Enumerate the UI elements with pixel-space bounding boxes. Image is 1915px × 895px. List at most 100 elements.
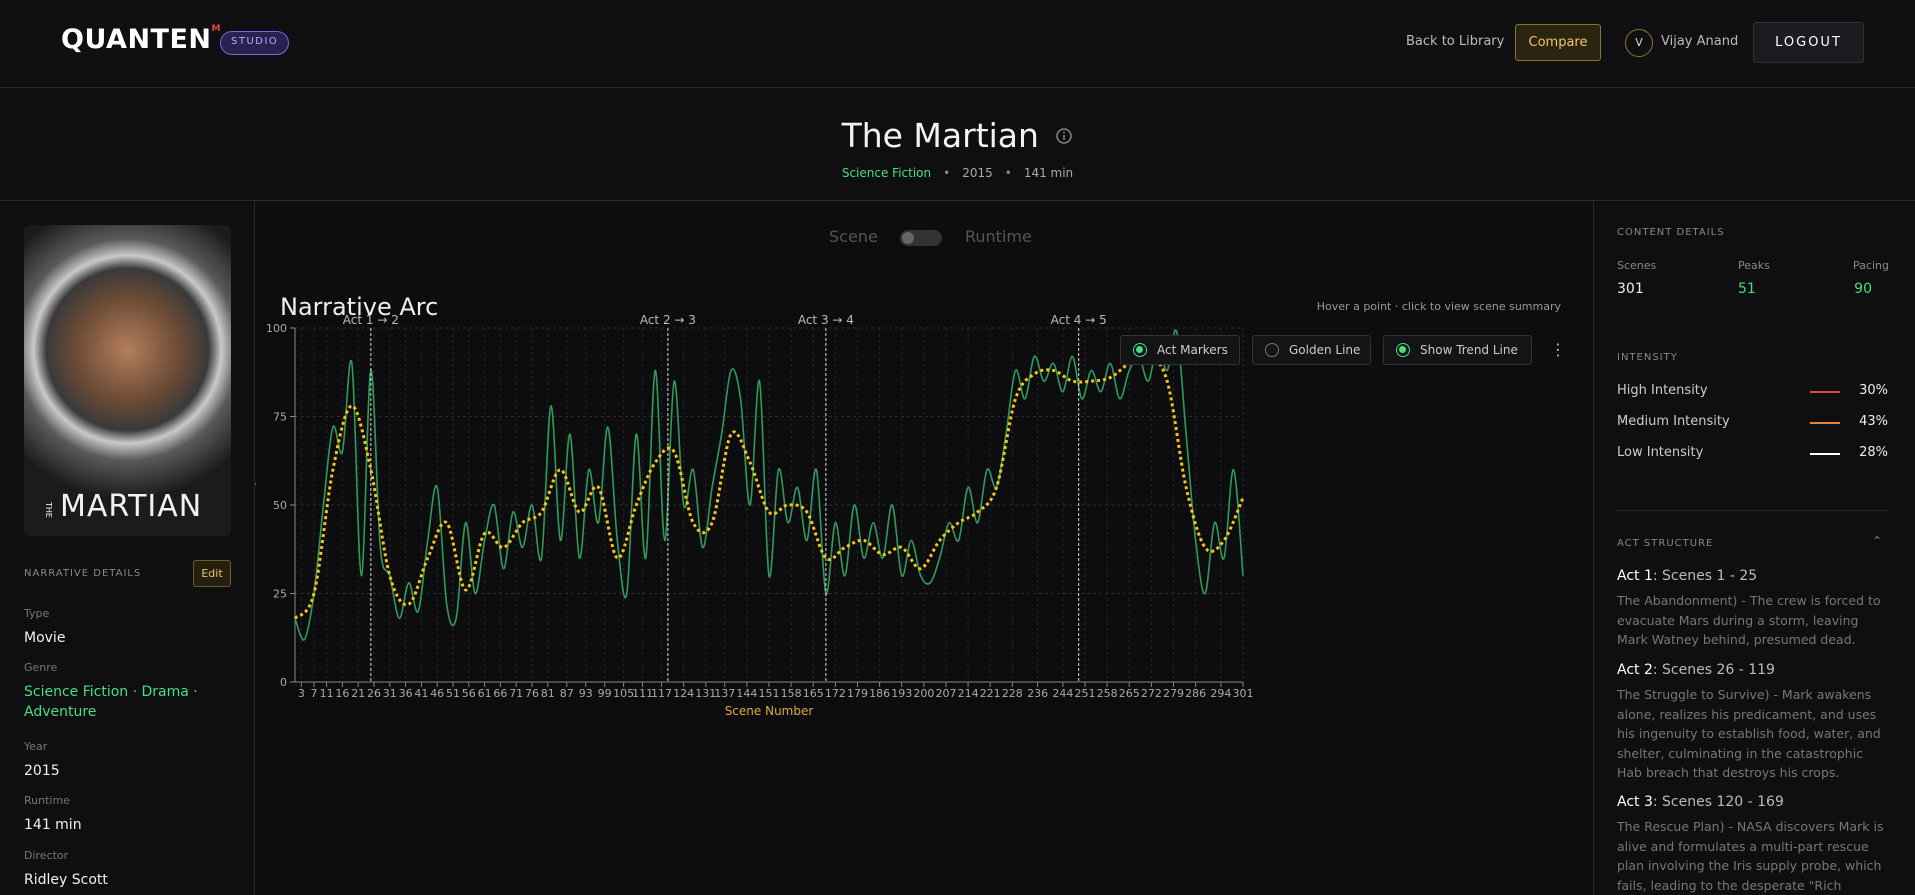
y-tick-label: 75	[273, 411, 287, 424]
title-text: The Martian	[841, 116, 1039, 155]
panel-heading: ACT STRUCTURE	[1617, 538, 1714, 549]
x-tick-label: 11	[320, 687, 334, 700]
x-tick-label: 301	[1233, 687, 1254, 700]
menu-button[interactable]: ⋮	[1550, 340, 1566, 359]
info-icon[interactable]	[1055, 127, 1073, 145]
movie-meta: Science Fiction • 2015 • 141 min	[841, 166, 1074, 180]
field-value: 141 min	[24, 817, 82, 833]
intensity-swatch	[1810, 391, 1840, 393]
act-range: : Scenes 1 - 25	[1652, 568, 1758, 584]
x-tick-label: 244	[1052, 687, 1073, 700]
act-name: Act 2: Scenes 26 - 119	[1617, 662, 1775, 678]
divider	[1617, 510, 1889, 511]
x-tick-label: 186	[869, 687, 890, 700]
avatar[interactable]: V	[1625, 29, 1653, 57]
stat-value: 90	[1854, 281, 1872, 297]
toggle-chip[interactable]: Golden Line	[1252, 335, 1371, 365]
intensity-value: 28%	[1859, 445, 1888, 460]
toggle-switch[interactable]	[900, 230, 942, 246]
intensity-swatch	[1810, 422, 1840, 424]
act-title: Act 3	[1617, 794, 1653, 810]
field-label: Runtime	[24, 794, 70, 807]
chart-hint: Hover a point · click to view scene summ…	[1316, 300, 1561, 313]
act-text: The Struggle to Survive) - Mark awakens …	[1617, 687, 1881, 780]
poster: THE MARTIAN	[24, 225, 231, 536]
x-tick-label: 272	[1141, 687, 1162, 700]
act-text: The Rescue Plan) - NASA discovers Mark i…	[1617, 819, 1884, 893]
genre: Science Fiction	[841, 166, 932, 180]
stat-label: Pacing	[1853, 259, 1889, 272]
x-tick-label: 144	[736, 687, 757, 700]
act-label: Act 2 → 3	[640, 313, 696, 327]
intensity-label: High Intensity	[1617, 383, 1708, 398]
x-tick-label: 56	[462, 687, 476, 700]
x-tick-label: 66	[493, 687, 507, 700]
x-tick-label: 16	[335, 687, 349, 700]
intensity-swatch	[1810, 453, 1840, 455]
right-panel	[1593, 201, 1915, 895]
x-tick-label: 99	[598, 687, 612, 700]
poster-word: MARTIAN	[60, 489, 203, 524]
x-tick-label: 214	[958, 687, 979, 700]
panel-heading: NARRATIVE DETAILS	[24, 568, 142, 579]
act-title: Act 2	[1617, 662, 1653, 678]
x-tick-label: 71	[509, 687, 523, 700]
toggle-chip[interactable]: Show Trend Line	[1383, 335, 1532, 365]
compare-button[interactable]: Compare	[1515, 24, 1601, 61]
x-tick-label: 117	[651, 687, 672, 700]
x-tick-label: 236	[1027, 687, 1048, 700]
x-tick-label: 279	[1163, 687, 1184, 700]
x-tick-label: 158	[781, 687, 802, 700]
toggle-label[interactable]: Scene	[829, 227, 878, 246]
x-tick-label: 76	[525, 687, 539, 700]
x-tick-label: 172	[825, 687, 846, 700]
logout-button[interactable]: LOGOUT	[1753, 22, 1864, 63]
x-tick-label: 151	[759, 687, 780, 700]
x-tick-label: 131	[695, 687, 716, 700]
chart: 0 25 50 75 100 3 7 11 16 21 26 31 36 41 46 51 56 61 66 71 76…	[255, 313, 1254, 718]
badge: STUDIO	[220, 31, 290, 55]
chart-title: Narrative Arc	[280, 293, 439, 321]
x-tick-label: 251	[1075, 687, 1096, 700]
act-range: : Scenes 120 - 169	[1652, 794, 1784, 810]
field-label: Year	[24, 740, 48, 753]
x-tick-label: 93	[579, 687, 593, 700]
x-tick-label: 193	[891, 687, 912, 700]
field-value: 2015	[24, 763, 60, 779]
stat-value: 51	[1738, 281, 1756, 297]
x-tick-label: 21	[351, 687, 365, 700]
act-text: The Abandonment) - The crew is forced to…	[1617, 593, 1881, 647]
brand[interactable]: QUANTENM	[61, 24, 221, 55]
field-value: Science Fiction · Drama · Adventure	[24, 684, 198, 720]
x-tick-label: 137	[714, 687, 735, 700]
collapse-icon[interactable]: ⌃	[1872, 534, 1883, 548]
panel-heading: CONTENT DETAILS	[1617, 227, 1725, 238]
nav-link[interactable]: Back to Library	[1406, 34, 1505, 49]
movie-title: The Martian	[0, 116, 1915, 155]
toggle-chip[interactable]: Act Markers	[1120, 335, 1240, 365]
chip-label: Act Markers	[1157, 343, 1228, 357]
chip-label: Show Trend Line	[1420, 343, 1518, 357]
field-value: Ridley Scott	[24, 872, 108, 888]
x-tick-label: 46	[430, 687, 444, 700]
x-tick-label: 258	[1097, 687, 1118, 700]
field-label: Type	[24, 607, 50, 620]
act-name: Act 1: Scenes 1 - 25	[1617, 568, 1757, 584]
year: 2015	[962, 166, 993, 180]
user-name[interactable]: Vijay Anand	[1661, 34, 1739, 49]
y-tick-label: 25	[273, 588, 287, 601]
toggle-label[interactable]: Runtime	[965, 227, 1032, 246]
edit-button[interactable]: Edit	[193, 560, 231, 587]
x-tick-label: 41	[414, 687, 428, 700]
x-tick-label: 51	[446, 687, 460, 700]
x-tick-label: 286	[1185, 687, 1206, 700]
intensity-value: 30%	[1859, 383, 1888, 398]
poster-top: THE	[44, 502, 53, 518]
intensity-value: 43%	[1859, 414, 1888, 429]
brand-text: QUANTEN	[61, 24, 212, 55]
act-name: Act 3: Scenes 120 - 169	[1617, 794, 1784, 810]
intensity-label: Low Intensity	[1617, 445, 1704, 460]
x-tick-label: 81	[541, 687, 555, 700]
field-label: Director	[24, 849, 69, 862]
brand-mark: M	[211, 24, 221, 34]
